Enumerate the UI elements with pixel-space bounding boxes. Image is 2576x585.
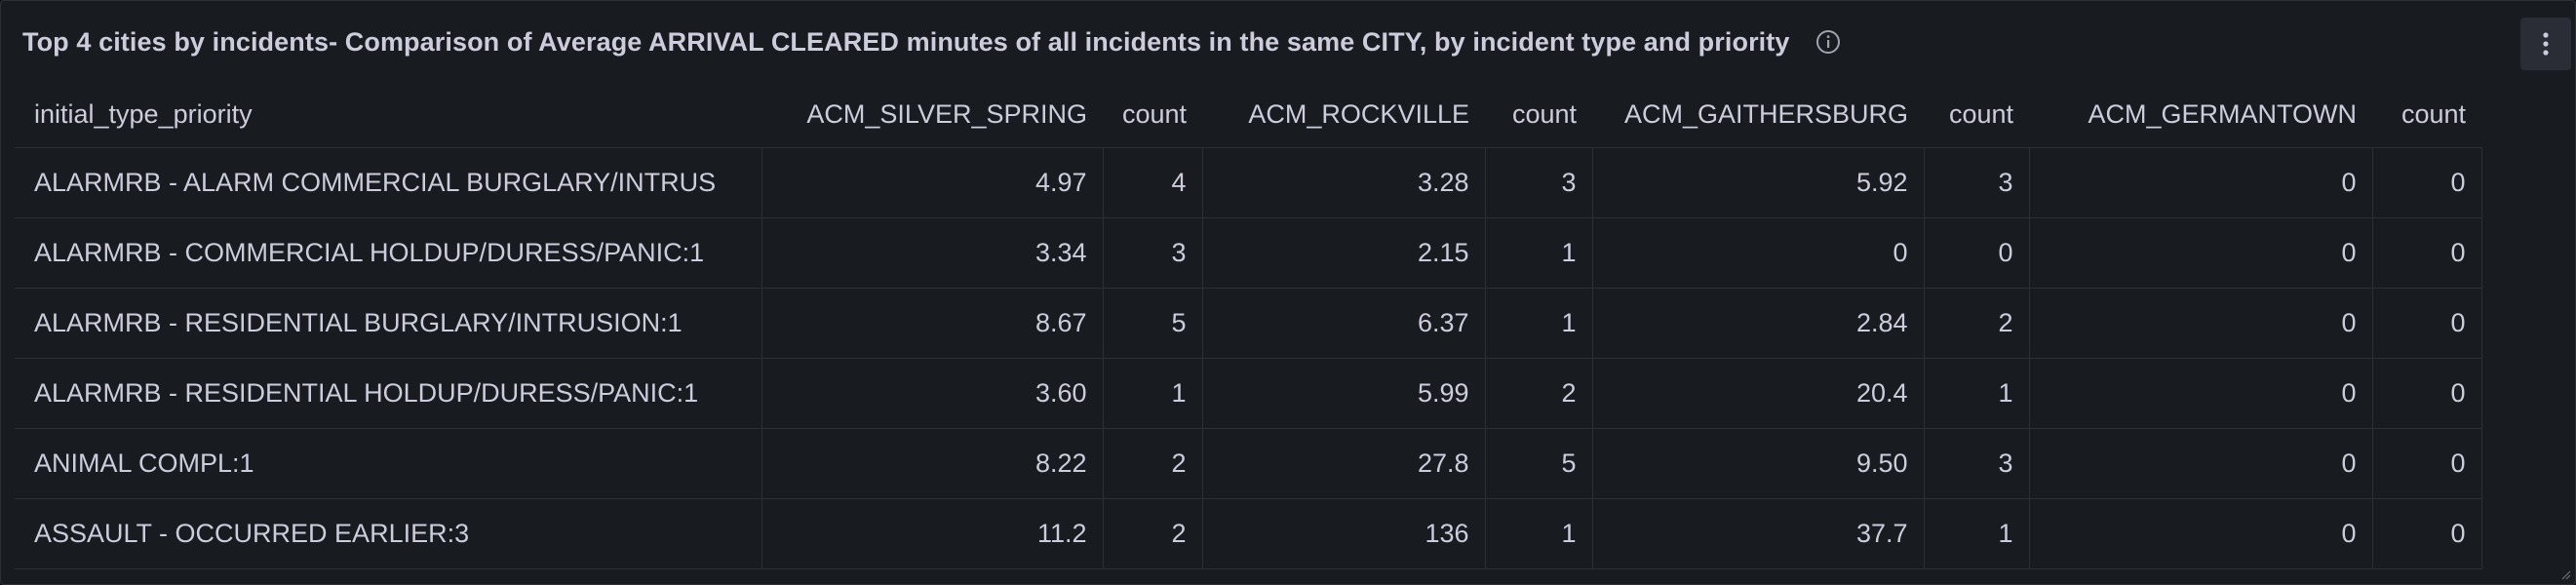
table-cell: 1 <box>1485 288 1593 359</box>
table-cell: 20.4 <box>1592 358 1925 429</box>
table-cell: 0 <box>2029 147 2373 218</box>
column-header-count[interactable]: count <box>1103 83 1202 148</box>
table-cell: 0 <box>2372 498 2482 569</box>
column-header-acm-rockville[interactable]: ACM_ROCKVILLE <box>1202 83 1485 148</box>
column-header-count[interactable]: count <box>2372 83 2481 148</box>
table-cell: 1 <box>1924 358 2030 429</box>
table-cell: 9.50 <box>1592 428 1925 499</box>
table-cell: 4.97 <box>761 147 1104 218</box>
column-header-acm-germantown[interactable]: ACM_GERMANTOWN <box>2029 83 2372 148</box>
table-cell: 6.37 <box>1202 288 1486 359</box>
column-header-initial-type-priority[interactable]: initial_type_priority <box>15 83 761 148</box>
table-cell: 1 <box>1485 498 1593 569</box>
table-cell: 2 <box>1485 358 1593 429</box>
table-cell: 2.84 <box>1592 288 1925 359</box>
table-cell: 1 <box>1485 217 1593 289</box>
table-cell: 3.34 <box>761 217 1104 289</box>
table-cell: 0 <box>2029 217 2373 289</box>
table-cell: 2 <box>1924 288 2030 359</box>
table-cell: 0 <box>2029 428 2373 499</box>
table-cell: 2 <box>1103 428 1203 499</box>
table-row: ANIMAL COMPL:1 8.22 2 27.8 5 9.50 3 0 0 <box>15 428 2482 499</box>
table-cell: 0 <box>1924 217 2030 289</box>
table-cell: 0 <box>2372 288 2482 359</box>
table-cell: 37.7 <box>1592 498 1925 569</box>
table-cell: 5.92 <box>1592 147 1925 218</box>
table-cell: 4 <box>1103 147 1203 218</box>
table-cell: ANIMAL COMPL:1 <box>15 428 762 499</box>
table-cell: 3.28 <box>1202 147 1486 218</box>
table-row: ALARMRB - ALARM COMMERCIAL BURGLARY/INTR… <box>15 147 2482 218</box>
table-cell: 0 <box>2372 217 2482 289</box>
table-row: ASSAULT - OCCURRED EARLIER:3 11.2 2 136 … <box>15 498 2482 569</box>
table-cell: 8.67 <box>761 288 1104 359</box>
table-cell: 27.8 <box>1202 428 1486 499</box>
table-row: ALARMRB - RESIDENTIAL BURGLARY/INTRUSION… <box>15 288 2482 359</box>
column-header-count[interactable]: count <box>1485 83 1592 148</box>
table-cell: ALARMRB - RESIDENTIAL BURGLARY/INTRUSION… <box>15 288 762 359</box>
table-cell: 2.15 <box>1202 217 1486 289</box>
kebab-menu-icon <box>2543 32 2549 56</box>
table-cell: 3 <box>1924 147 2030 218</box>
table-cell: ALARMRB - ALARM COMMERCIAL BURGLARY/INTR… <box>15 147 762 218</box>
table-cell: 8.22 <box>761 428 1104 499</box>
table-cell: ASSAULT - OCCURRED EARLIER:3 <box>15 498 762 569</box>
table-cell: 3.60 <box>761 358 1104 429</box>
table-cell: 0 <box>2372 147 2482 218</box>
table-cell: 0 <box>1592 217 1925 289</box>
table-cell: 5 <box>1485 428 1593 499</box>
table-cell: 0 <box>2029 288 2373 359</box>
table-cell: 2 <box>1103 498 1203 569</box>
column-header-acm-silver-spring[interactable]: ACM_SILVER_SPRING <box>761 83 1103 148</box>
table-cell: 5 <box>1103 288 1203 359</box>
table-row: ALARMRB - COMMERCIAL HOLDUP/DURESS/PANIC… <box>15 217 2482 289</box>
table-cell: 1 <box>1103 358 1203 429</box>
column-header-count[interactable]: count <box>1924 83 2029 148</box>
table-cell: 136 <box>1202 498 1486 569</box>
table-cell: 3 <box>1924 428 2030 499</box>
table-cell: 0 <box>2372 428 2482 499</box>
table-cell: 3 <box>1103 217 1203 289</box>
data-table: initial_type_priority ACM_SILVER_SPRING … <box>15 83 2482 569</box>
table-cell: 3 <box>1485 147 1593 218</box>
table-header-row: initial_type_priority ACM_SILVER_SPRING … <box>15 83 2481 148</box>
column-header-acm-gaithersburg[interactable]: ACM_GAITHERSBURG <box>1592 83 1924 148</box>
table-cell: ALARMRB - RESIDENTIAL HOLDUP/DURESS/PANI… <box>15 358 762 429</box>
panel-menu-button[interactable] <box>2520 18 2571 70</box>
table-cell: 0 <box>2029 498 2373 569</box>
info-icon[interactable] <box>1815 29 1841 55</box>
panel-title: Top 4 cities by incidents- Comparison of… <box>22 26 1790 57</box>
table-row: ALARMRB - RESIDENTIAL HOLDUP/DURESS/PANI… <box>15 358 2482 429</box>
table-cell: 0 <box>2029 358 2373 429</box>
table-cell: 0 <box>2372 358 2482 429</box>
table-cell: 11.2 <box>761 498 1104 569</box>
table-cell: 1 <box>1924 498 2030 569</box>
table-cell: 5.99 <box>1202 358 1486 429</box>
panel-header: Top 4 cities by incidents- Comparison of… <box>1 1 2575 83</box>
resize-handle-icon[interactable] <box>2559 568 2571 580</box>
table-cell: ALARMRB - COMMERCIAL HOLDUP/DURESS/PANIC… <box>15 217 762 289</box>
